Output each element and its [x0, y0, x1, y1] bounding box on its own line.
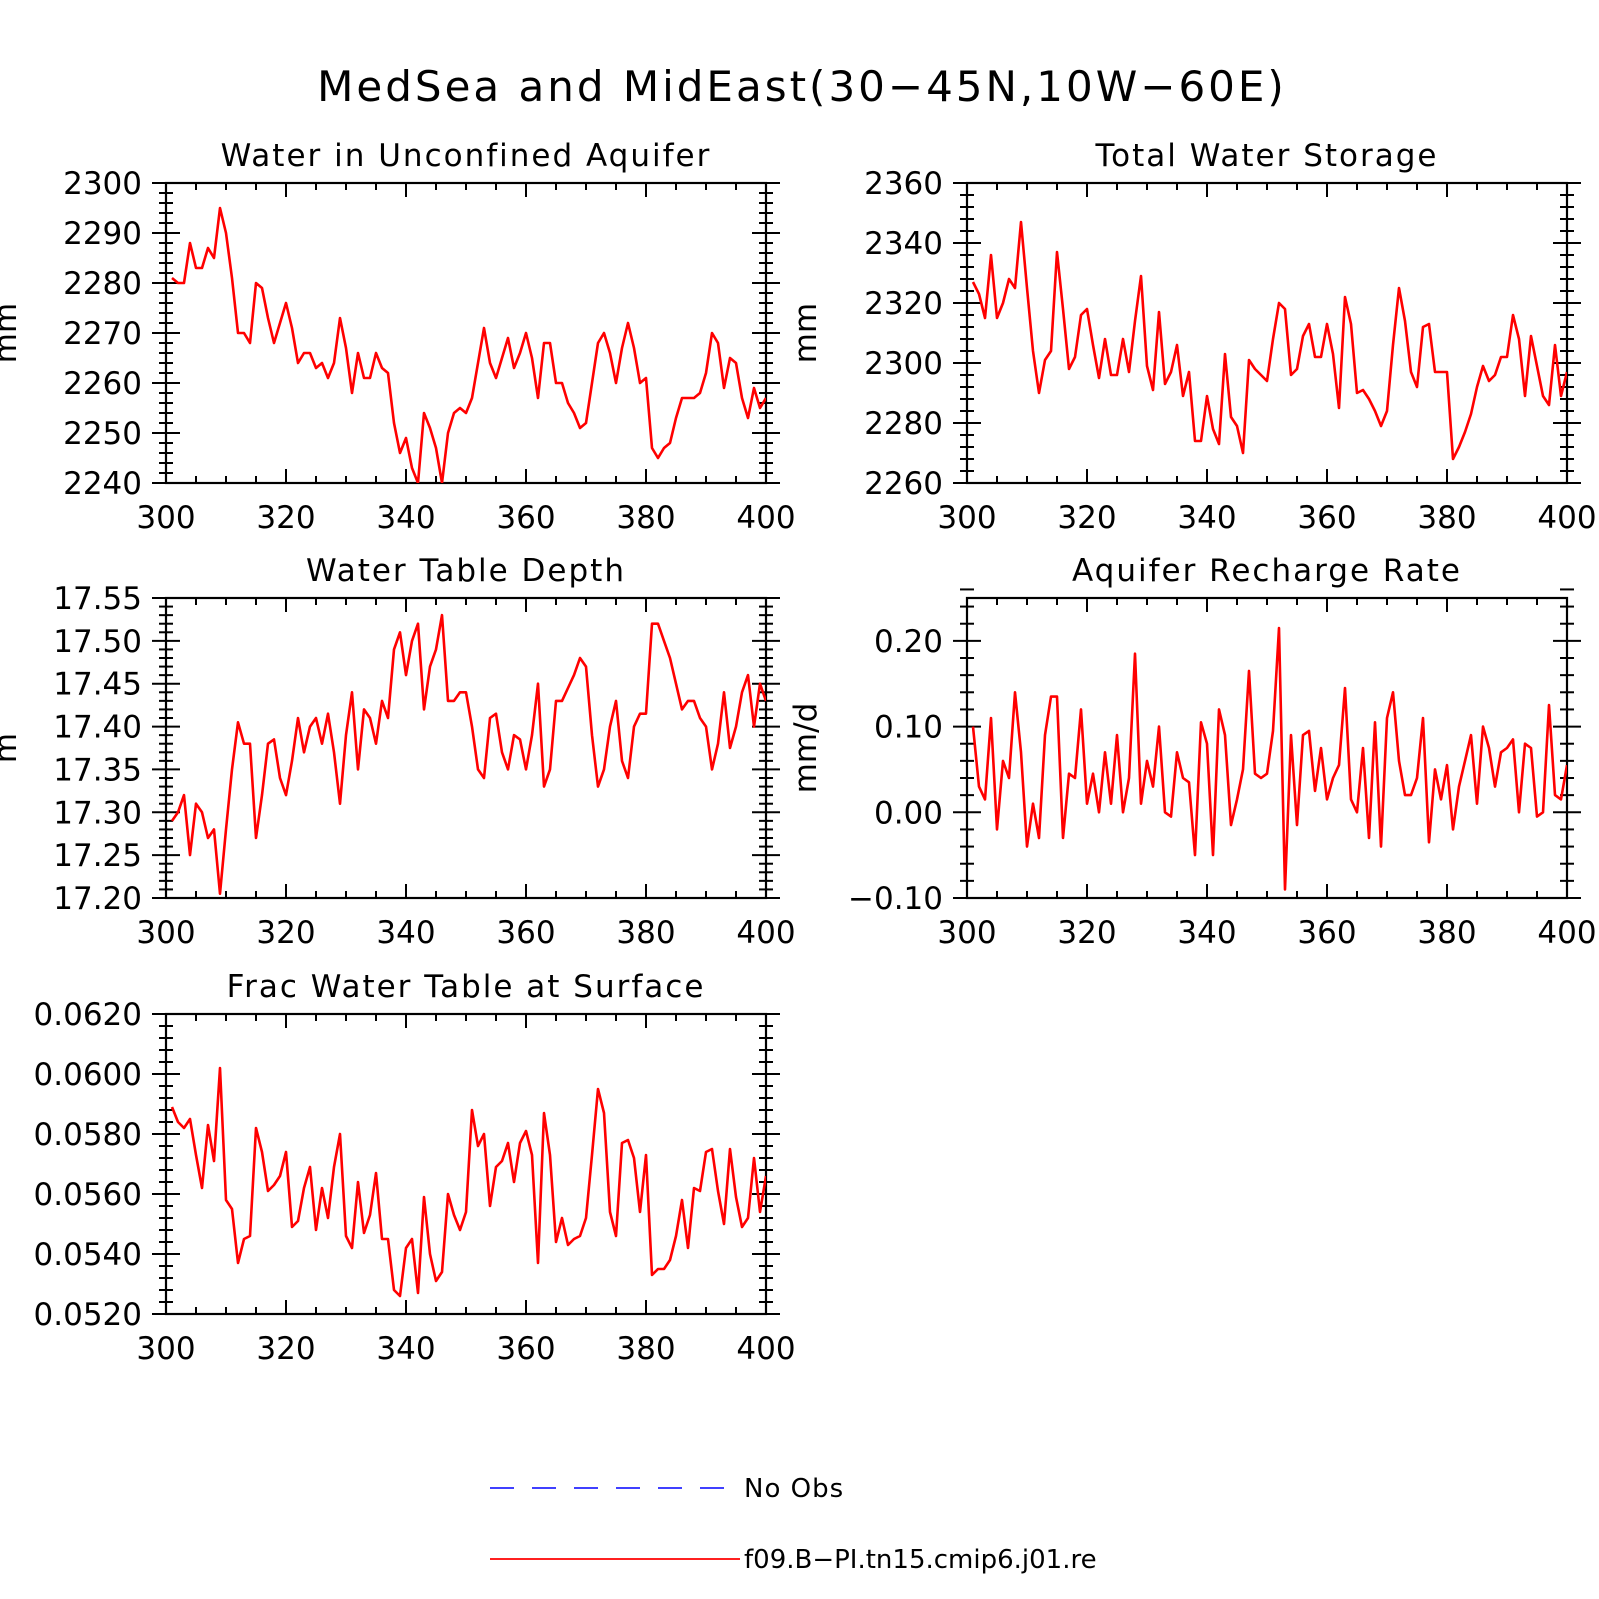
x-tick-label: 360	[1297, 915, 1356, 951]
plot-frame	[164, 1012, 768, 1316]
y-axis-label: m	[0, 733, 24, 763]
x-tick-label: 360	[496, 915, 555, 951]
series-line-model	[971, 220, 1567, 461]
y-tick-label: 0.20	[874, 624, 943, 660]
y-tick-label: 17.30	[53, 795, 142, 831]
x-tick-label: 320	[256, 500, 315, 536]
x-tick-label: 400	[736, 915, 795, 951]
x-tick-label: 380	[616, 1331, 675, 1367]
x-tick-label: 300	[136, 500, 195, 536]
x-tick-label: 380	[616, 915, 675, 951]
x-tick-label: 300	[136, 915, 195, 951]
y-tick-label: 0.0600	[34, 1057, 142, 1093]
x-tick-label: 340	[376, 915, 435, 951]
x-tick-label: 320	[1057, 915, 1116, 951]
x-tick-label: 300	[937, 500, 996, 536]
y-tick-label: 2280	[864, 406, 943, 442]
x-tick-label: 360	[496, 1331, 555, 1367]
panel-title: Total Water Storage	[1094, 138, 1438, 174]
plot-frame	[164, 596, 768, 900]
y-tick-label: 0.0620	[34, 997, 142, 1033]
y-tick-label: 0.0560	[34, 1177, 142, 1213]
legend-label-obs: No Obs	[744, 1474, 844, 1504]
x-tick-label: 400	[736, 500, 795, 536]
y-tick-label: 0.0580	[34, 1117, 142, 1153]
legend: No Obs f09.B−PI.tn15.cmip6.j01.re	[490, 1474, 1097, 1575]
series-line-model	[971, 626, 1567, 891]
y-tick-label: 2300	[63, 166, 142, 202]
x-tick-label: 300	[136, 1331, 195, 1367]
y-axis-label: mm	[0, 303, 24, 363]
y-tick-label: 2260	[63, 366, 142, 402]
x-tick-label: 340	[376, 1331, 435, 1367]
plot-frame	[164, 181, 768, 485]
panel-p2: 300 320 340 360 380 400 2260 2280 2300 2320 2340 23…	[788, 138, 1597, 536]
panel-title: Water Table Depth	[306, 553, 626, 589]
x-tick-label: 380	[1417, 500, 1476, 536]
x-tick-label: 400	[1537, 500, 1596, 536]
panels: 300 320 340 360 380 400 2240 2250 2260 2270 2280 22…	[0, 138, 1597, 1367]
x-tick-label: 360	[1297, 500, 1356, 536]
x-tick-label: 400	[736, 1331, 795, 1367]
panel-title: Aquifer Recharge Rate	[1072, 553, 1462, 589]
panel-p3: 300 320 340 360 380 400 17.20 17.25 17.30 17.35 17…	[0, 553, 796, 951]
series-line-model	[170, 613, 766, 896]
y-tick-label: 2340	[864, 226, 943, 262]
y-axis-label: mm	[788, 303, 824, 363]
y-tick-label: 2240	[63, 466, 142, 502]
y-tick-label: 2280	[63, 266, 142, 302]
panel-p1: 300 320 340 360 380 400 2240 2250 2260 2270 2280 22…	[0, 138, 796, 536]
y-tick-label: 2320	[864, 286, 943, 322]
x-tick-label: 320	[256, 915, 315, 951]
y-tick-label: 0.10	[874, 710, 943, 746]
y-tick-label: 2290	[63, 216, 142, 252]
series-line-model	[170, 1066, 766, 1298]
series-line-model	[171, 206, 766, 483]
y-axis-label: mm/d	[788, 703, 824, 794]
legend-label-model: f09.B−PI.tn15.cmip6.j01.re	[744, 1545, 1097, 1575]
panel-p4: 300 320 340 360 380 400 −0.10 0.00 0.10 0.20 Aquif…	[788, 553, 1597, 951]
y-tick-label: 2360	[864, 166, 943, 202]
y-tick-label: 2250	[63, 416, 142, 452]
y-tick-label: 2300	[864, 346, 943, 382]
y-tick-label: −0.10	[848, 881, 943, 917]
y-tick-label: 0.0540	[34, 1237, 142, 1273]
y-tick-label: 0.0520	[34, 1297, 142, 1333]
y-tick-label: 2270	[63, 316, 142, 352]
y-tick-label: 17.55	[53, 581, 142, 617]
y-tick-label: 17.50	[53, 624, 142, 660]
panel-title: Frac Water Table at Surface	[227, 969, 706, 1005]
plot-frame	[965, 596, 1569, 900]
plot-frame	[965, 181, 1569, 485]
x-tick-label: 380	[616, 500, 675, 536]
y-tick-label: 17.40	[53, 710, 142, 746]
x-tick-label: 340	[1177, 500, 1236, 536]
y-tick-label: 0.00	[874, 795, 943, 831]
x-tick-label: 380	[1417, 915, 1476, 951]
y-tick-label: 2260	[864, 466, 943, 502]
y-tick-label: 17.20	[53, 881, 142, 917]
x-tick-label: 340	[376, 500, 435, 536]
panel-title: Water in Unconfined Aquifer	[221, 138, 712, 174]
y-tick-label: 17.45	[53, 667, 142, 703]
x-tick-label: 340	[1177, 915, 1236, 951]
x-tick-label: 320	[256, 1331, 315, 1367]
x-tick-label: 300	[937, 915, 996, 951]
y-tick-label: 17.35	[53, 752, 142, 788]
figure-title: MedSea and MidEast(30−45N,10W−60E)	[317, 62, 1287, 111]
x-tick-label: 360	[496, 500, 555, 536]
x-tick-label: 400	[1537, 915, 1596, 951]
x-tick-label: 320	[1057, 500, 1116, 536]
panel-p5: 300 320 340 360 380 400 0.0520 0.0540 0.0560 0.05…	[34, 969, 796, 1367]
y-tick-label: 17.25	[53, 838, 142, 874]
